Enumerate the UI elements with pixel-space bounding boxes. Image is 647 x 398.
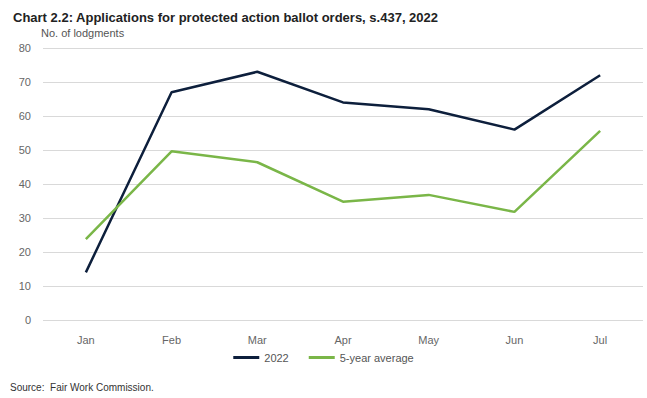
svg-text:Chart 2.2: Applications for pr: Chart 2.2: Applications for protected ac…	[13, 10, 438, 25]
svg-text:Mar: Mar	[248, 334, 267, 346]
svg-text:Feb: Feb	[162, 334, 181, 346]
svg-text:Jul: Jul	[593, 334, 607, 346]
svg-text:50: 50	[19, 144, 31, 156]
svg-text:5-year average: 5-year average	[340, 352, 414, 364]
svg-text:20: 20	[19, 246, 31, 258]
svg-text:10: 10	[19, 280, 31, 292]
svg-text:Source: Fair Work Commission.: Source: Fair Work Commission.	[10, 382, 154, 393]
svg-text:Jan: Jan	[77, 334, 95, 346]
svg-text:Apr: Apr	[334, 334, 351, 346]
svg-text:No. of lodgments: No. of lodgments	[41, 27, 125, 39]
svg-text:May: May	[418, 334, 439, 346]
svg-text:40: 40	[19, 178, 31, 190]
svg-text:30: 30	[19, 212, 31, 224]
svg-text:Jun: Jun	[506, 334, 524, 346]
svg-text:70: 70	[19, 76, 31, 88]
svg-text:80: 80	[19, 42, 31, 54]
svg-text:60: 60	[19, 110, 31, 122]
svg-text:2022: 2022	[264, 352, 288, 364]
svg-text:0: 0	[25, 314, 31, 326]
